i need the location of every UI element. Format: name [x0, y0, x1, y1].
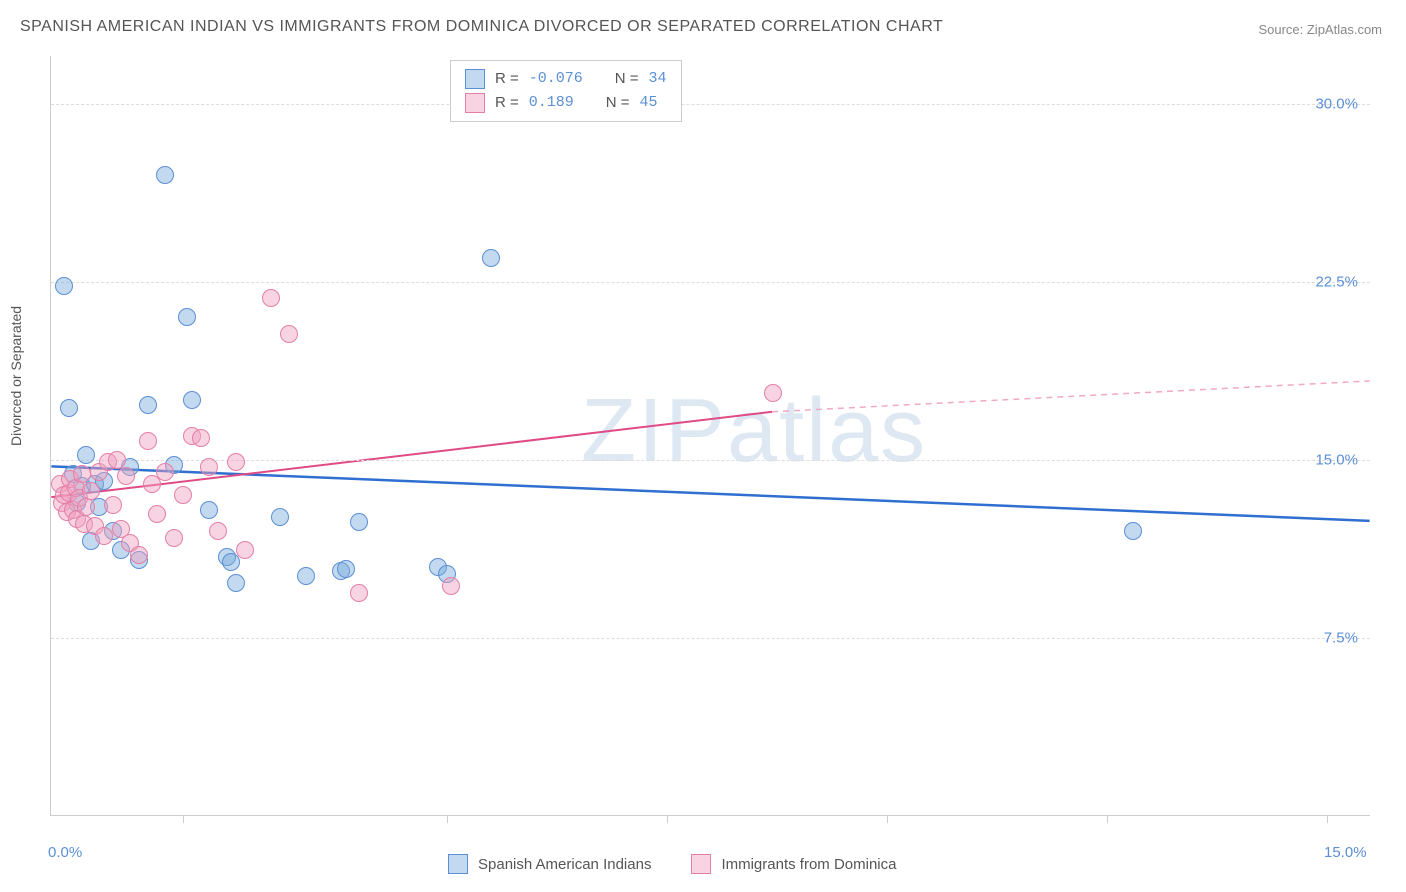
y-tick-label: 15.0%	[1315, 451, 1358, 468]
y-axis-label: Divorced or Separated	[8, 306, 24, 446]
data-point	[227, 453, 245, 471]
legend-swatch	[691, 854, 711, 874]
data-point	[271, 508, 289, 526]
data-point	[178, 308, 196, 326]
legend-top-row: R = -0.076 N = 34	[465, 67, 667, 91]
data-point	[77, 498, 95, 516]
chart-title: SPANISH AMERICAN INDIAN VS IMMIGRANTS FR…	[20, 18, 943, 36]
data-point	[1124, 522, 1142, 540]
data-point	[227, 574, 245, 592]
data-point	[262, 289, 280, 307]
legend-r-value: -0.076	[529, 67, 583, 91]
x-tick	[1327, 815, 1328, 823]
data-point	[764, 384, 782, 402]
data-point	[156, 463, 174, 481]
source-label: Source: ZipAtlas.com	[1258, 22, 1382, 37]
data-point	[482, 249, 500, 267]
data-point	[139, 396, 157, 414]
legend-swatch	[465, 69, 485, 89]
data-point	[139, 432, 157, 450]
data-point	[104, 496, 122, 514]
legend-n-value: 34	[649, 67, 667, 91]
legend-bottom-item: Immigrants from Dominica	[691, 854, 896, 874]
data-point	[209, 522, 227, 540]
data-point	[192, 429, 210, 447]
data-point	[156, 166, 174, 184]
data-point	[442, 577, 460, 595]
trend-lines-svg	[51, 56, 1370, 815]
data-point	[55, 277, 73, 295]
data-point	[77, 446, 95, 464]
legend-bottom-item: Spanish American Indians	[448, 854, 651, 874]
x-tick	[667, 815, 668, 823]
legend-r-value: 0.189	[529, 91, 574, 115]
x-axis-max-label: 15.0%	[1324, 844, 1367, 861]
data-point	[73, 465, 91, 483]
legend-top: R =-0.076N =34R = 0.189N =45	[450, 60, 682, 122]
data-point	[130, 546, 148, 564]
data-point	[82, 482, 100, 500]
data-point	[60, 399, 78, 417]
gridline	[51, 104, 1370, 105]
data-point	[337, 560, 355, 578]
data-point	[117, 467, 135, 485]
trend-line	[772, 381, 1370, 412]
legend-n-value: 45	[640, 91, 658, 115]
legend-swatch	[448, 854, 468, 874]
y-tick-label: 7.5%	[1324, 629, 1358, 646]
data-point	[350, 513, 368, 531]
data-point	[183, 391, 201, 409]
data-point	[165, 529, 183, 547]
data-point	[200, 501, 218, 519]
data-point	[280, 325, 298, 343]
x-tick	[887, 815, 888, 823]
data-point	[174, 486, 192, 504]
x-tick	[183, 815, 184, 823]
x-tick	[447, 815, 448, 823]
watermark: ZIPatlas	[581, 380, 927, 483]
legend-n-label: N =	[606, 91, 630, 115]
plot-area: ZIPatlas 7.5% 15.0% 22.5% 30.0%	[50, 56, 1370, 816]
gridline	[51, 460, 1370, 461]
x-axis-min-label: 0.0%	[48, 844, 82, 861]
legend-r-label: R =	[495, 67, 519, 91]
legend-swatch	[465, 93, 485, 113]
trend-line	[51, 466, 1369, 521]
legend-top-row: R = 0.189 N = 45	[465, 91, 667, 115]
data-point	[200, 458, 218, 476]
data-point	[95, 527, 113, 545]
x-tick	[1107, 815, 1108, 823]
y-tick-label: 30.0%	[1315, 95, 1358, 112]
y-tick-label: 22.5%	[1315, 273, 1358, 290]
gridline	[51, 638, 1370, 639]
data-point	[350, 584, 368, 602]
data-point	[236, 541, 254, 559]
data-point	[297, 567, 315, 585]
legend-bottom: Spanish American Indians Immigrants from …	[448, 854, 896, 874]
legend-n-label: N =	[615, 67, 639, 91]
data-point	[148, 505, 166, 523]
chart-container: SPANISH AMERICAN INDIAN VS IMMIGRANTS FR…	[0, 0, 1406, 892]
legend-series-label: Immigrants from Dominica	[721, 856, 896, 873]
legend-r-label: R =	[495, 91, 519, 115]
data-point	[108, 451, 126, 469]
legend-series-label: Spanish American Indians	[478, 856, 651, 873]
gridline	[51, 282, 1370, 283]
